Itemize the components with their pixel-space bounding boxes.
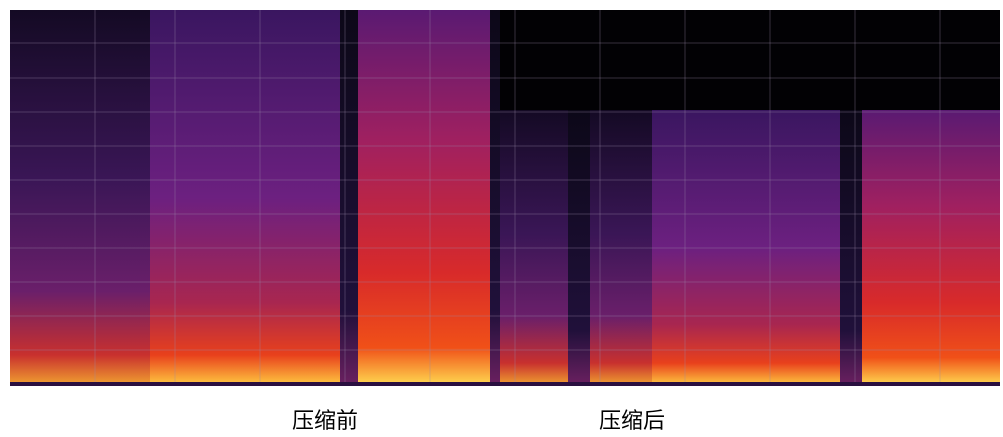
band — [150, 10, 340, 385]
band — [358, 10, 490, 385]
caption-before: 压缩前 — [292, 409, 358, 434]
baseline — [10, 382, 1000, 386]
caption-after: 压缩后 — [599, 409, 665, 434]
figure: 压缩前 压缩后 — [0, 0, 1003, 437]
band — [490, 10, 500, 385]
band — [340, 10, 358, 385]
cutoff-region — [500, 10, 1000, 110]
band — [10, 10, 150, 385]
page: 压缩前 压缩后 (() => { const data = JSON.parse… — [0, 0, 1003, 437]
spectrogram — [10, 10, 1000, 386]
